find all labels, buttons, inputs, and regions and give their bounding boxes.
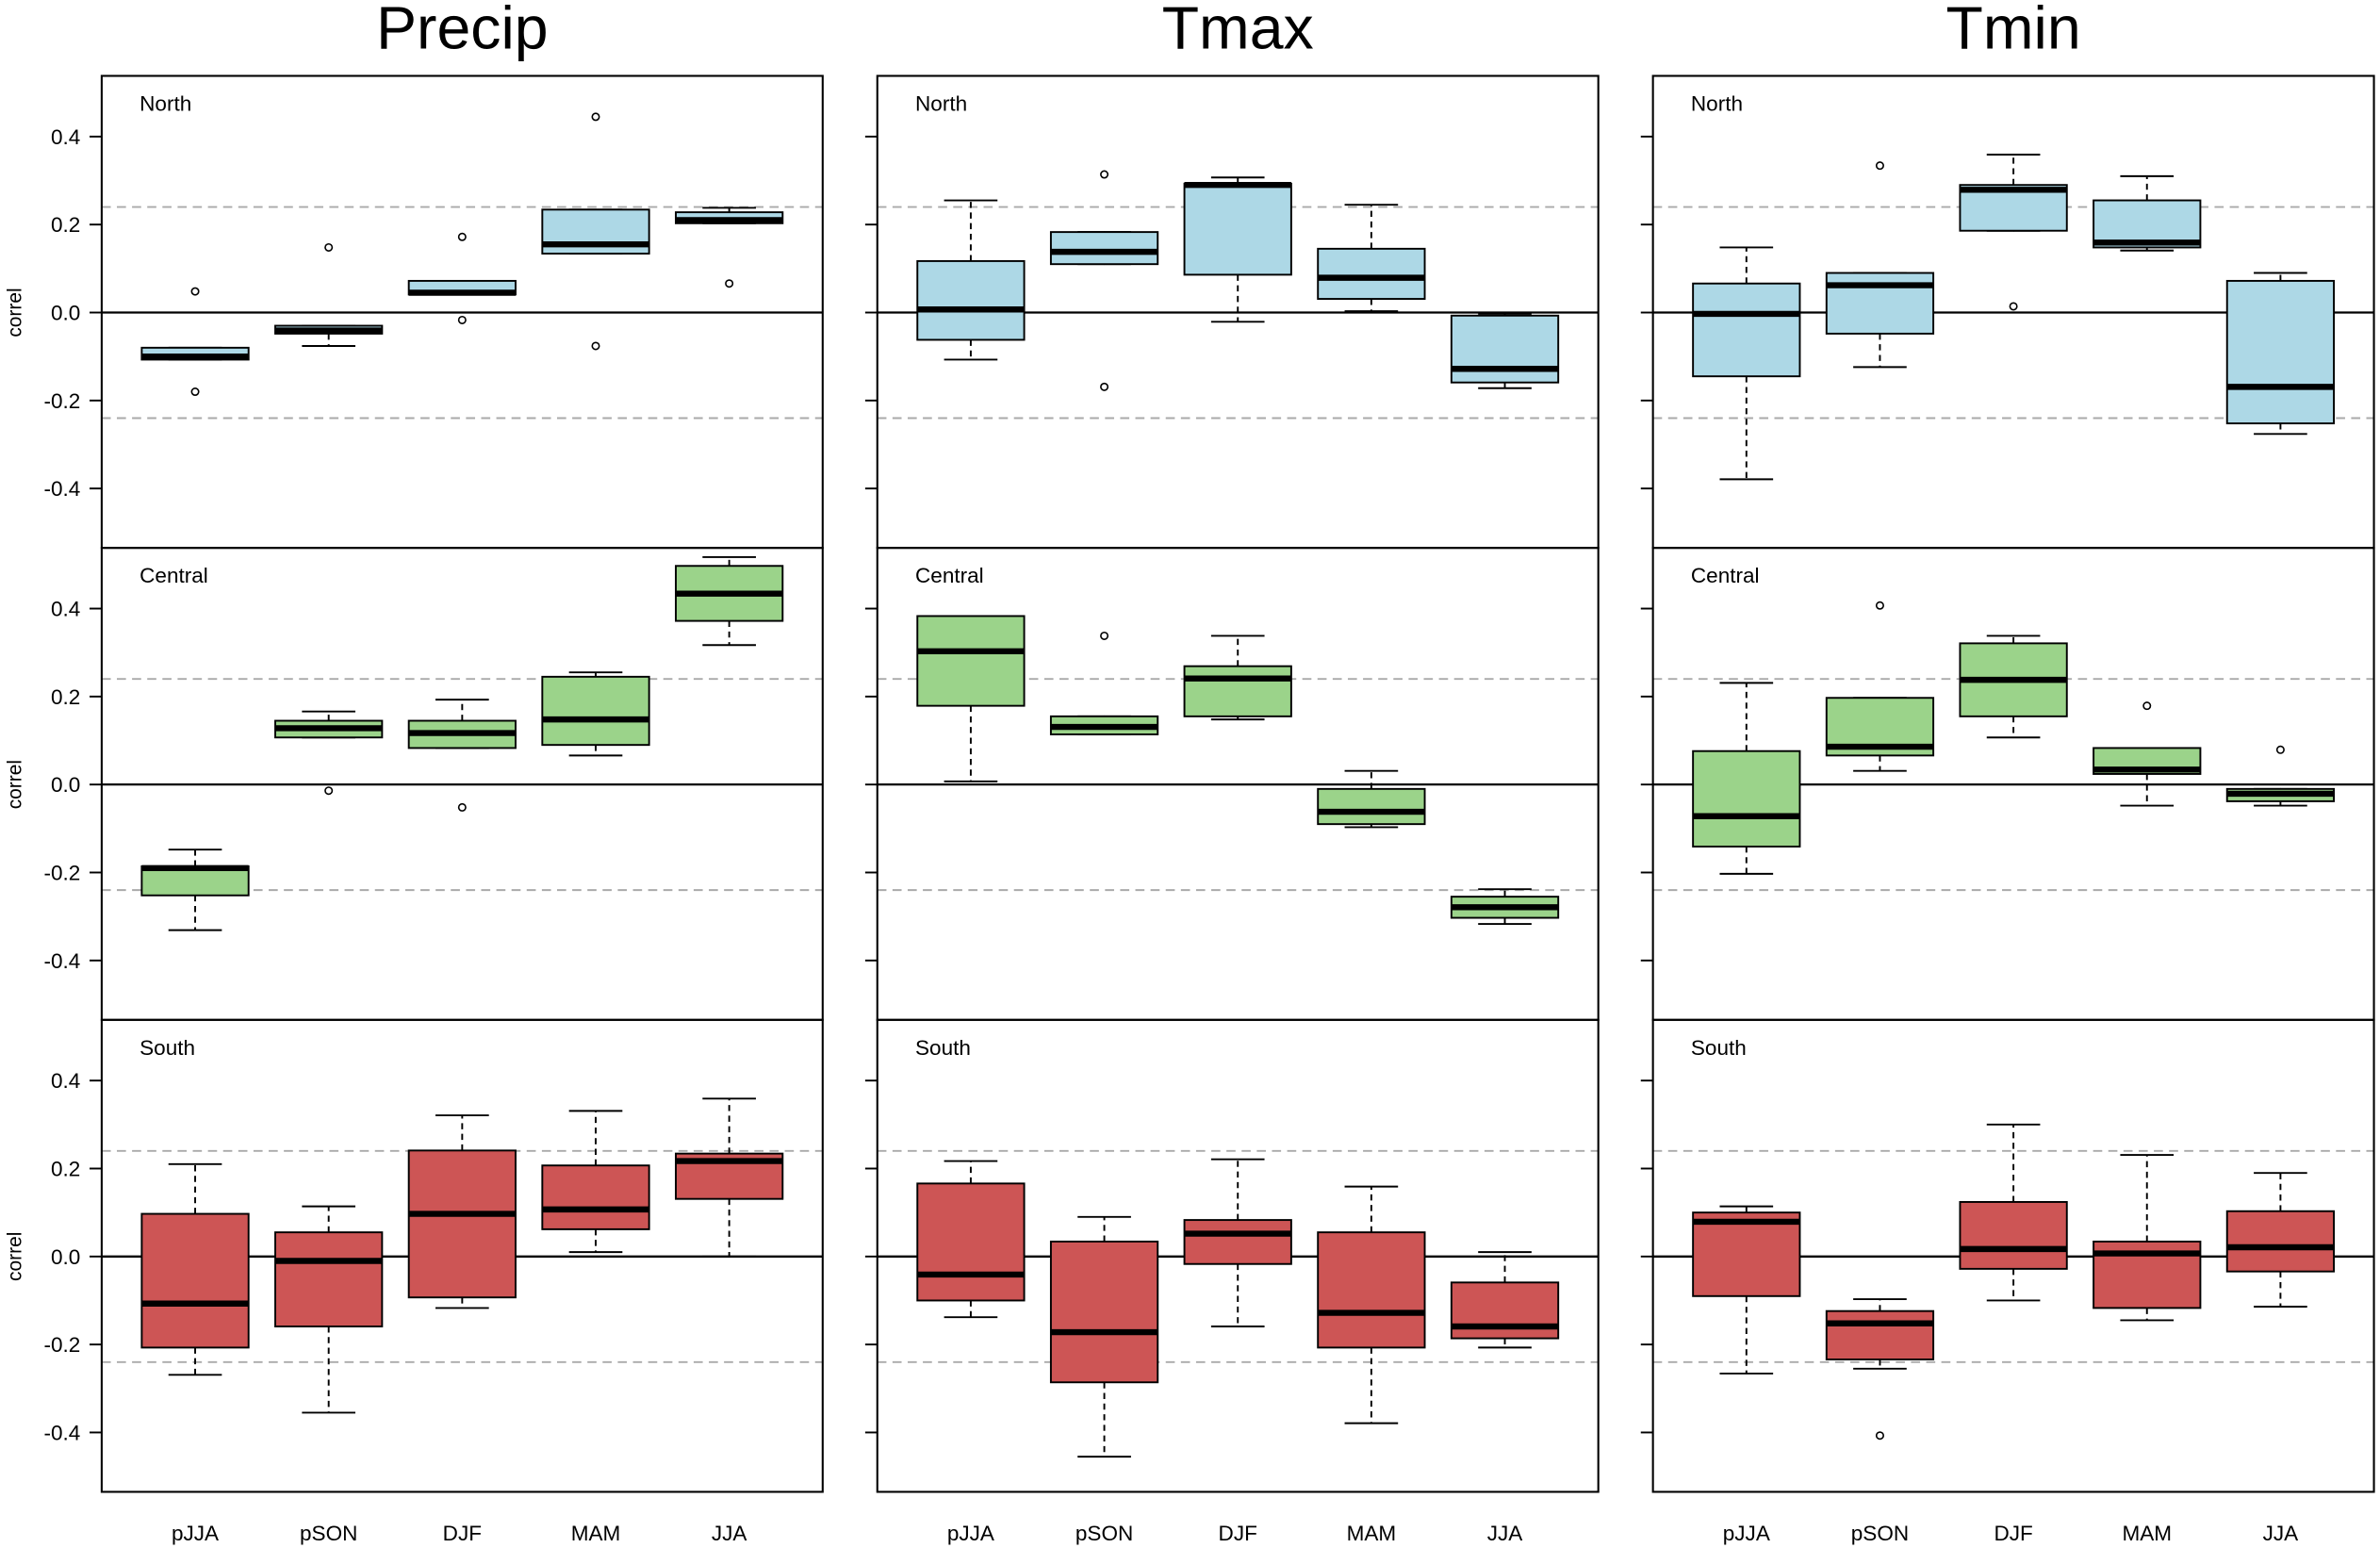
y-tick-label: 0.2 — [51, 685, 80, 709]
box — [1450, 1281, 1560, 1340]
box — [140, 1212, 250, 1349]
x-tick-label: pSON — [300, 1522, 357, 1545]
outlier — [591, 341, 600, 351]
outlier — [1875, 161, 1884, 171]
y-tick-label: -0.2 — [44, 862, 81, 885]
x-tick-label: pJJA — [1723, 1522, 1770, 1545]
x-tick-label: JJA — [712, 1522, 747, 1545]
box — [407, 1149, 517, 1299]
column-title: Precip — [376, 0, 549, 62]
box — [1049, 1240, 1159, 1384]
box — [1825, 1309, 1935, 1360]
region-label: Central — [140, 564, 208, 587]
outlier — [324, 786, 334, 796]
outlier — [324, 242, 334, 252]
y-tick-label: -0.2 — [44, 389, 81, 413]
column-title: Tmax — [1162, 0, 1314, 62]
y-axis-label: correl — [5, 288, 26, 337]
box — [541, 675, 650, 747]
outlier — [2275, 745, 2285, 754]
box — [1692, 749, 1801, 848]
x-tick-label: MAM — [571, 1522, 621, 1545]
x-tick-label: JJA — [2263, 1522, 2299, 1545]
outlier — [1875, 1431, 1884, 1441]
outlier — [1100, 382, 1109, 391]
region-label: Central — [1691, 564, 1760, 587]
outlier — [1100, 170, 1109, 179]
x-tick-label: DJF — [1219, 1522, 1257, 1545]
box — [2225, 279, 2336, 425]
outlier — [725, 279, 734, 288]
y-axis-label: correl — [5, 760, 26, 809]
box — [1317, 1231, 1426, 1349]
y-tick-label: -0.4 — [44, 1422, 81, 1445]
box — [1825, 272, 1935, 335]
box — [274, 1231, 384, 1327]
y-tick-label: 0.0 — [51, 1245, 80, 1269]
y-tick-label: -0.2 — [44, 1333, 81, 1357]
x-tick-label: pJJA — [172, 1522, 219, 1545]
column-title: Tmin — [1946, 0, 2081, 62]
box — [140, 865, 250, 897]
box — [1183, 182, 1292, 276]
x-tick-label: JJA — [1487, 1522, 1523, 1545]
x-tick-label: MAM — [1347, 1522, 1397, 1545]
box — [1317, 247, 1426, 301]
outlier — [457, 232, 467, 241]
box — [916, 615, 1026, 707]
region-label: Central — [915, 564, 984, 587]
box — [1692, 282, 1801, 378]
region-label: South — [140, 1036, 195, 1060]
y-tick-label: 0.4 — [51, 125, 80, 149]
y-axis-label: correl — [5, 1232, 26, 1281]
y-tick-label: -0.4 — [44, 477, 81, 501]
y-tick-label: 0.2 — [51, 1158, 80, 1181]
region-label: North — [1691, 92, 1743, 116]
box — [916, 1182, 1026, 1302]
x-tick-label: MAM — [2122, 1522, 2172, 1545]
x-tick-label: DJF — [443, 1522, 482, 1545]
region-label: South — [915, 1036, 971, 1060]
x-tick-label: pJJA — [947, 1522, 994, 1545]
box — [916, 259, 1026, 341]
box — [1049, 231, 1159, 266]
y-tick-label: 0.4 — [51, 598, 80, 621]
y-tick-label: 0.2 — [51, 213, 80, 237]
region-label: South — [1691, 1036, 1747, 1060]
outlier — [190, 287, 200, 296]
x-tick-label: DJF — [1994, 1522, 2032, 1545]
outlier — [2142, 701, 2152, 711]
outlier — [1100, 631, 1109, 640]
box — [1450, 314, 1560, 384]
x-tick-label: pSON — [1851, 1522, 1909, 1545]
outlier — [1875, 601, 1884, 610]
box — [1692, 1211, 1801, 1297]
box — [541, 1164, 650, 1230]
outlier — [457, 802, 467, 812]
region-label: North — [915, 92, 967, 116]
region-label: North — [140, 92, 191, 116]
y-tick-label: -0.4 — [44, 949, 81, 973]
y-tick-label: 0.4 — [51, 1069, 80, 1093]
box — [1959, 1200, 2068, 1270]
box — [1317, 787, 1426, 826]
outlier — [2009, 302, 2018, 311]
outlier — [591, 112, 600, 122]
y-tick-label: 0.0 — [51, 773, 80, 797]
box — [2225, 1210, 2336, 1273]
x-tick-label: pSON — [1075, 1522, 1133, 1545]
box — [1183, 1219, 1292, 1265]
y-tick-label: 0.0 — [51, 302, 80, 325]
outlier — [457, 315, 467, 324]
box — [1183, 665, 1292, 717]
outlier — [190, 387, 200, 397]
